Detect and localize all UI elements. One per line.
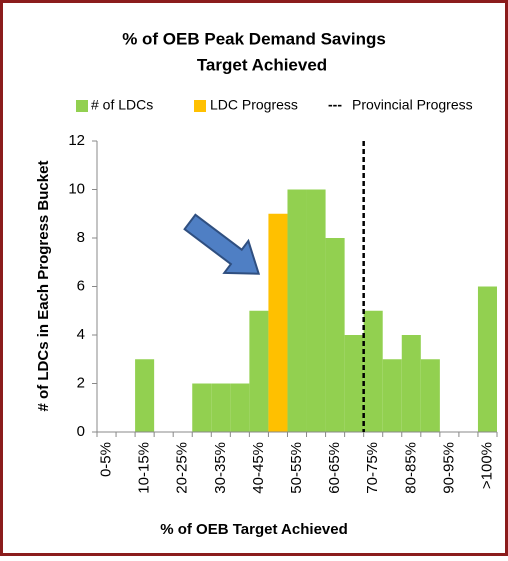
bar bbox=[287, 189, 307, 432]
x-tick-label: 30-35% bbox=[212, 442, 229, 494]
bar bbox=[135, 359, 155, 432]
legend-label: # of LDCs bbox=[91, 97, 153, 113]
x-tick-label: >100% bbox=[478, 442, 495, 489]
legend-label: LDC Progress bbox=[210, 97, 298, 113]
bar bbox=[192, 383, 212, 432]
plot-area: 0 2 4 6 8 10 12 0-5% 10-15% 20-25% 30-35% 40-45% 50-… bbox=[68, 132, 498, 494]
bar bbox=[344, 335, 364, 432]
bar bbox=[249, 310, 269, 432]
x-tick-label: 20-25% bbox=[174, 442, 191, 494]
y-tick-label: 4 bbox=[77, 326, 85, 343]
x-tick-label: 50-55% bbox=[288, 442, 305, 494]
bar bbox=[211, 383, 231, 432]
bar bbox=[306, 189, 326, 432]
y-tick-label: 0 bbox=[77, 423, 85, 440]
y-tick-label: 6 bbox=[77, 277, 85, 294]
x-tick-label: 10-15% bbox=[136, 442, 153, 494]
bar bbox=[325, 238, 345, 432]
chart-title: % of OEB Peak Demand Savings bbox=[122, 29, 386, 48]
y-tick-label: 2 bbox=[77, 374, 85, 391]
bar bbox=[363, 310, 383, 432]
bar bbox=[401, 335, 421, 432]
bar bbox=[230, 383, 250, 432]
bar bbox=[420, 359, 440, 432]
legend-symbol: --- bbox=[328, 97, 342, 113]
legend-swatch bbox=[76, 100, 88, 112]
y-tick-label: 8 bbox=[77, 229, 85, 246]
x-tick-label: 60-65% bbox=[326, 442, 343, 494]
arrow-annotation bbox=[183, 213, 261, 275]
x-tick-label: 70-75% bbox=[364, 442, 381, 494]
x-tick-label: 40-45% bbox=[250, 442, 267, 494]
x-tick-label: 0-5% bbox=[97, 442, 114, 477]
bar bbox=[382, 359, 402, 432]
bar bbox=[268, 213, 288, 432]
x-tick-label: 90-95% bbox=[440, 442, 457, 494]
y-tick-label: 12 bbox=[68, 132, 85, 149]
legend-swatch bbox=[194, 100, 206, 112]
y-tick-label: 10 bbox=[68, 180, 85, 197]
legend-label: Provincial Progress bbox=[352, 97, 473, 113]
chart-title: Target Achieved bbox=[197, 55, 327, 74]
x-tick-label: 80-85% bbox=[402, 442, 419, 494]
bar bbox=[477, 286, 497, 432]
y-axis-label: # of LDCs in Each Progress Bucket bbox=[35, 161, 52, 412]
x-axis-label: % of OEB Target Achieved bbox=[160, 521, 348, 538]
